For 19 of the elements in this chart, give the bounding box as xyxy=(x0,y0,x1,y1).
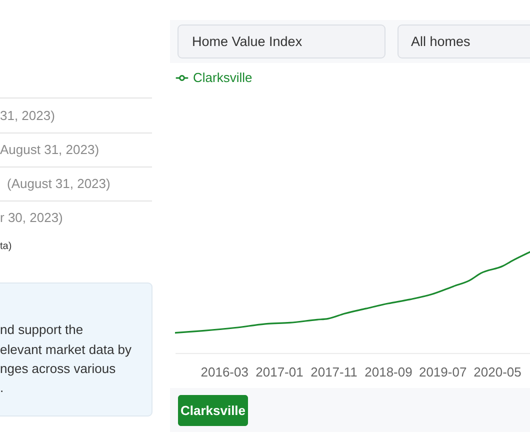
text: r 30, 2023) xyxy=(0,210,63,225)
text: 31, 2023) xyxy=(0,108,55,123)
text: All homes xyxy=(411,34,471,49)
x-tick-label: 2020-05 xyxy=(474,364,522,380)
text: August 31, 2023) xyxy=(0,142,100,157)
text: . xyxy=(0,380,4,395)
text: elevant market data by xyxy=(0,342,132,357)
x-tick-label: 2017-01 xyxy=(256,364,304,380)
x-tick-label: 2019-07 xyxy=(418,364,467,380)
text: Home Value Index xyxy=(192,34,302,49)
text: (August 31, 2023) xyxy=(7,176,110,191)
x-tick-label: 2016-03 xyxy=(200,364,248,380)
text: Clarksville xyxy=(180,403,246,418)
text: ta) xyxy=(0,241,12,252)
x-tick-label: 2017-11 xyxy=(310,364,358,380)
text: nges across various xyxy=(0,361,116,376)
text: nd support the xyxy=(0,322,84,337)
x-tick-label: 2018-09 xyxy=(364,364,412,380)
legend-label: Clarksville xyxy=(193,70,252,85)
